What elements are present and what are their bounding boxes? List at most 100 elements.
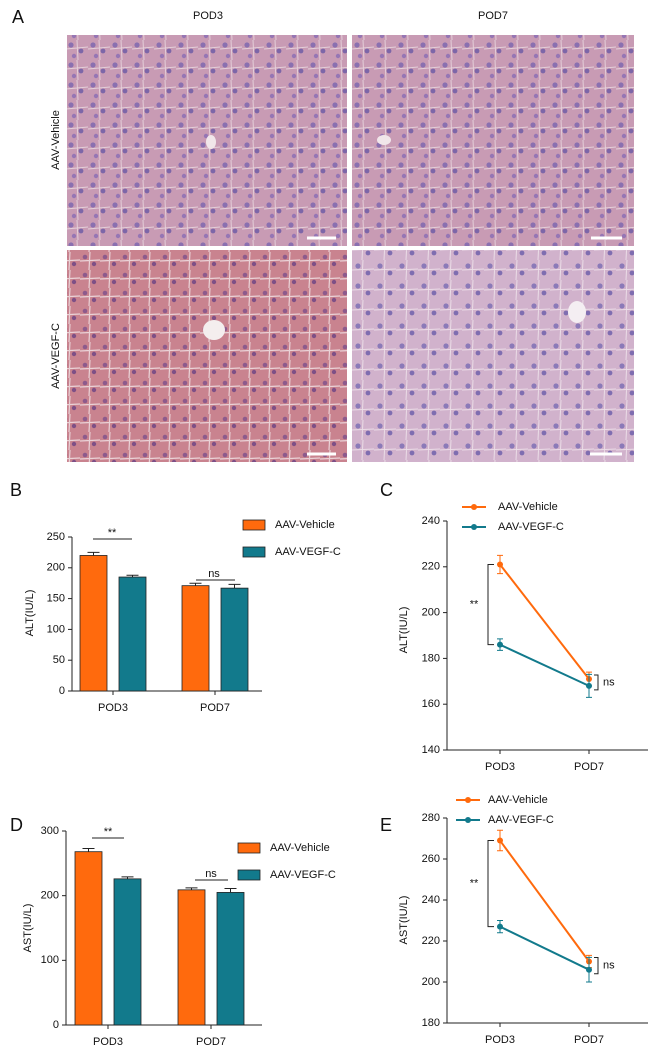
legend-swatch [242,546,266,558]
y-tick-label: 220 [422,561,440,573]
y-tick-label: 240 [422,515,440,527]
annotation: ** [108,527,117,539]
vessel [568,301,586,323]
legend-label: AAV-VEGF-C [270,869,336,881]
series-line [499,563,590,680]
annotation: ns [603,676,615,688]
x-tick-label: POD7 [196,1036,226,1048]
bar [216,892,245,1026]
error-bar [189,582,202,586]
legend-label: AAV-VEGF-C [275,546,341,558]
column-label: POD3 [193,10,223,22]
series-line [499,839,590,963]
legend-label: AAV-Vehicle [275,519,335,531]
y-tick-label: 200 [422,607,440,619]
point [497,837,503,844]
column-label: POD7 [478,10,508,22]
legend-label: AAV-Vehicle [498,501,558,513]
y-tick-label: 0 [59,685,65,697]
y-tick-label: 250 [47,531,65,543]
error-bar [228,583,241,589]
point [497,923,503,930]
legend-marker [465,817,471,823]
y-axis-label: AST(IU/L) [22,904,34,953]
y-tick-label: 260 [422,853,440,865]
legend-label: AAV-Vehicle [488,794,548,806]
x-tick-label: POD3 [93,1036,123,1048]
vessel [203,320,225,340]
y-tick-label: 300 [41,825,59,837]
bar [74,851,103,1026]
bar [181,585,210,692]
panel-label: C [380,480,393,500]
row-label: AAV-Vehicle [50,110,62,170]
bracket [594,674,599,691]
x-tick-label: POD3 [485,1034,515,1046]
row-label: AAV-VEGF-C [50,323,62,389]
legend-swatch [237,869,261,881]
x-tick-label: POD3 [485,761,515,773]
y-tick-label: 0 [53,1019,59,1031]
y-tick-label: 100 [41,954,59,966]
point [586,682,592,689]
error-bar [185,887,198,890]
legend-marker [471,524,477,530]
scale-bars [307,236,622,456]
x-tick-label: POD7 [200,702,230,714]
annotation: ** [104,826,113,838]
panel-label: A [12,7,24,27]
y-tick-label: 180 [422,652,440,664]
bar [177,889,206,1026]
annotation: ns [208,568,220,580]
y-axis-label: AST(IU/L) [398,896,410,945]
annotation: ns [205,868,217,880]
legend-swatch [237,842,261,854]
bar [79,555,108,692]
y-tick-label: 200 [41,890,59,902]
y-axis-label: ALT(IU/L) [24,590,36,637]
bracket [487,840,494,928]
y-tick-label: 180 [422,1017,440,1029]
legend-label: AAV-VEGF-C [488,814,554,826]
bracket [594,957,599,975]
error-bar [82,847,95,852]
point [586,966,592,973]
error-bar [121,876,134,879]
legend-label: AAV-Vehicle [270,842,330,854]
y-tick-label: 200 [422,976,440,988]
y-tick-label: 200 [47,562,65,574]
image [67,250,347,462]
vessel [206,135,216,149]
annotation: ns [603,960,615,972]
legend-marker [465,797,471,803]
bar [118,576,147,692]
panel-label: E [380,815,392,835]
error-bar [87,551,100,556]
error-bar [224,888,237,893]
y-tick-label: 50 [53,654,65,666]
panel-label: D [10,815,23,835]
vessel [377,135,391,145]
error-bar [126,574,139,578]
series-line [499,643,590,687]
histology-images [67,35,634,462]
annotation: ** [470,598,479,610]
annotation: ** [470,878,479,890]
bar [220,587,249,692]
y-tick-label: 240 [422,894,440,906]
y-axis-label: ALT(IU/L) [398,607,410,654]
series-line [499,925,590,971]
panel-label: B [10,480,22,500]
point [497,641,503,648]
x-tick-label: POD3 [98,702,128,714]
image [352,35,634,246]
legend-marker [471,504,477,510]
y-tick-label: 150 [47,593,65,605]
bracket [487,564,494,646]
x-tick-label: POD7 [574,1034,604,1046]
y-tick-label: 140 [422,744,440,756]
y-tick-label: 160 [422,698,440,710]
legend-swatch [242,519,266,531]
point [497,561,503,568]
